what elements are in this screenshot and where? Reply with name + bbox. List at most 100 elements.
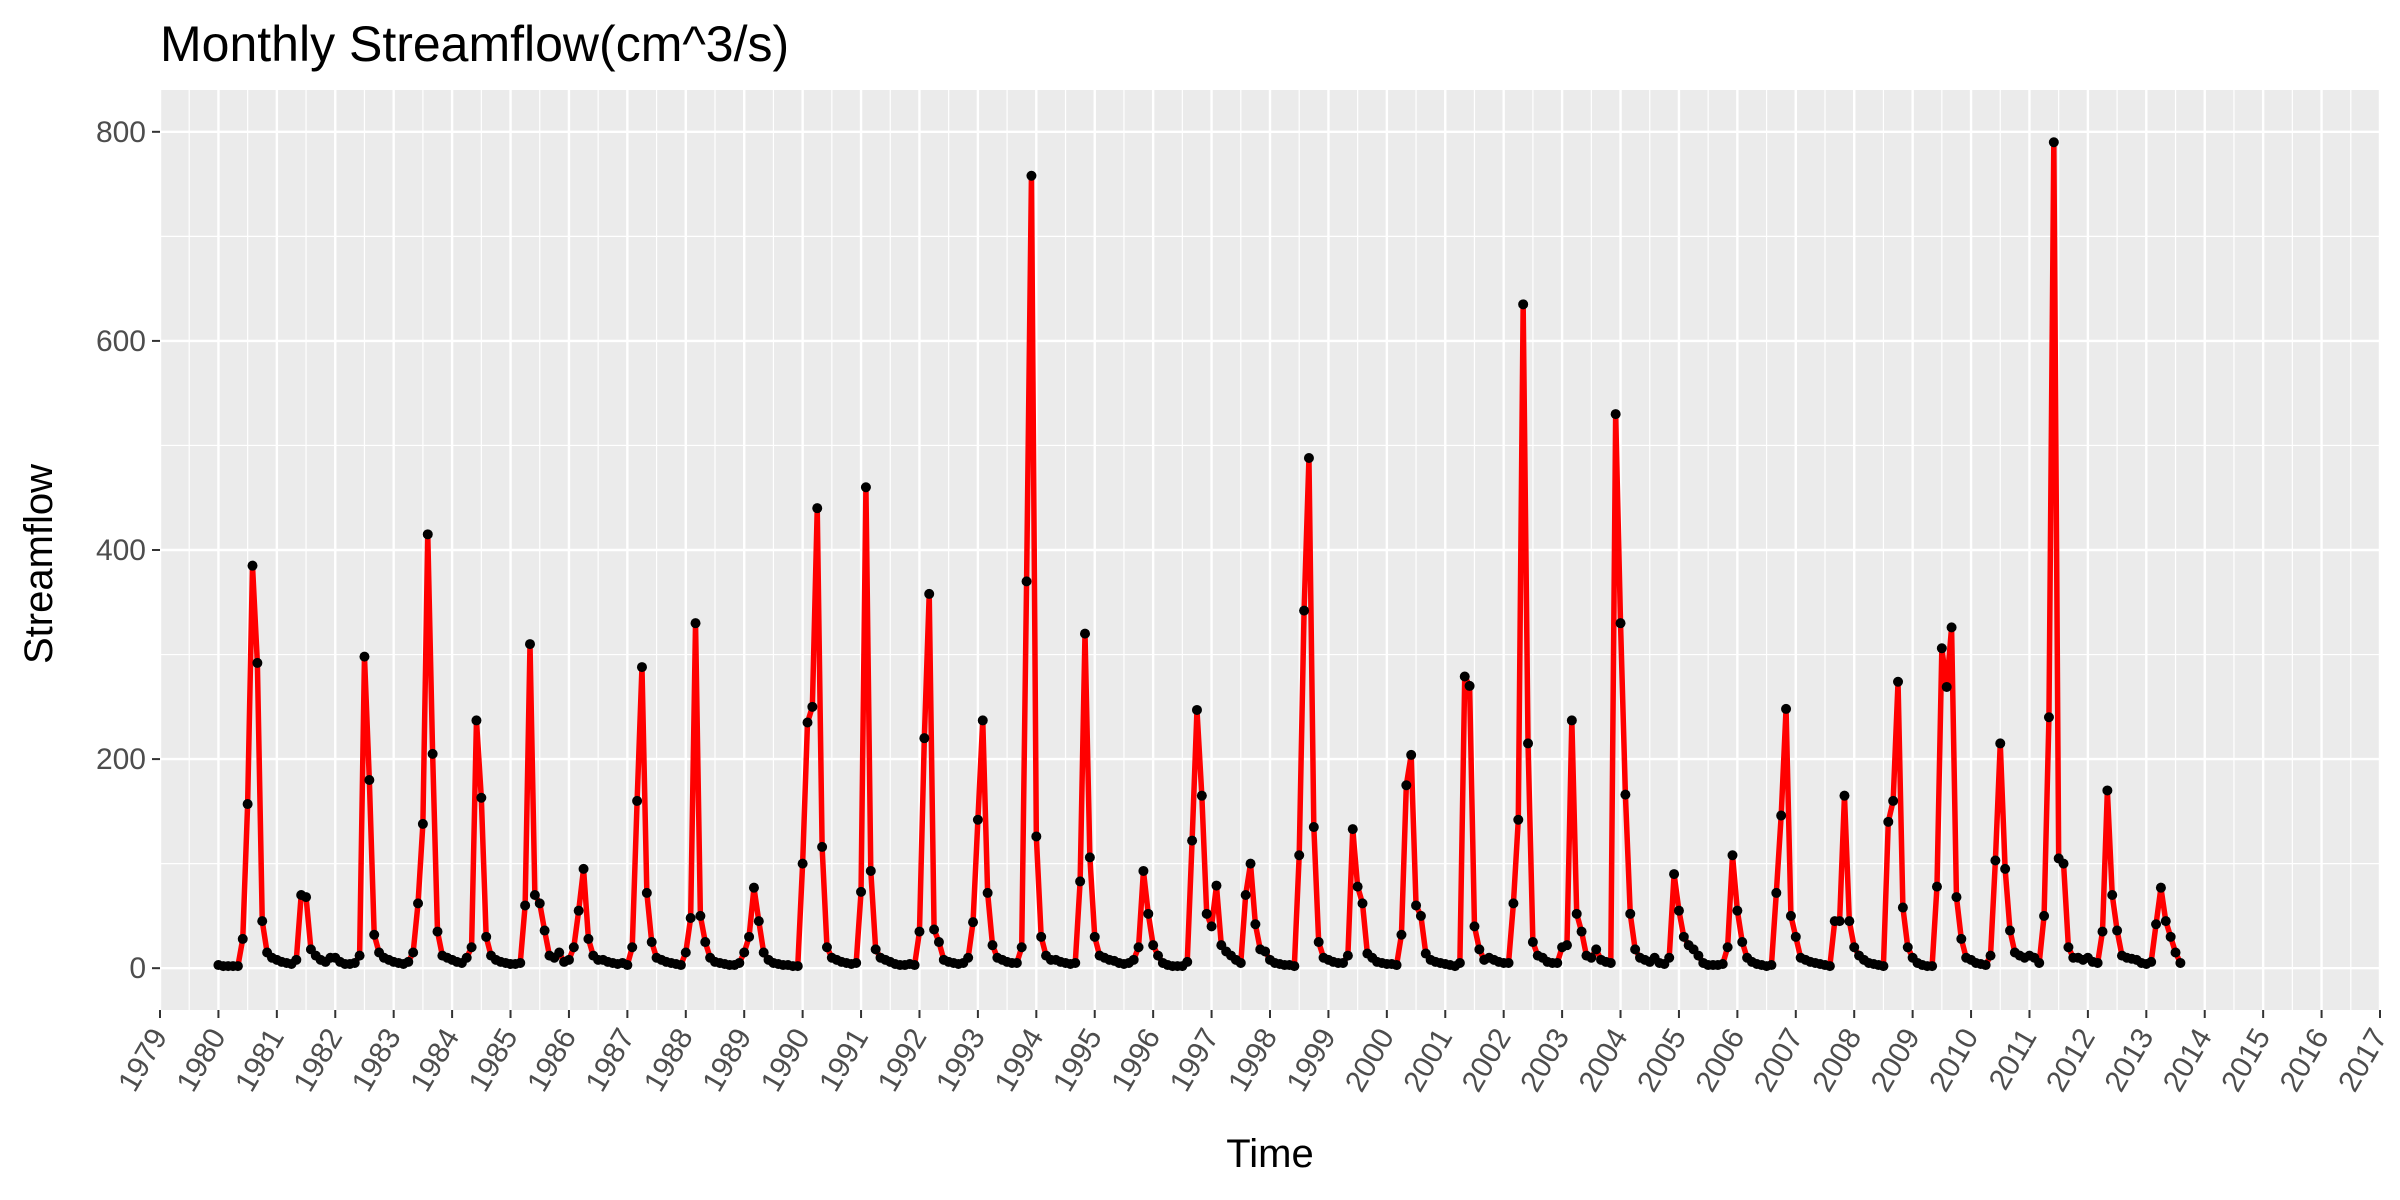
data-point bbox=[1727, 850, 1738, 861]
x-tick-label: 2011 bbox=[1983, 1023, 2044, 1095]
data-point bbox=[2170, 947, 2181, 958]
data-point bbox=[1576, 926, 1587, 937]
data-point bbox=[1678, 931, 1689, 942]
data-point bbox=[1834, 916, 1845, 927]
data-point bbox=[924, 588, 935, 599]
data-point bbox=[1080, 628, 1090, 639]
x-tick-label: 2000 bbox=[1339, 1023, 1401, 1097]
x-tick-label: 1980 bbox=[171, 1023, 233, 1097]
data-point bbox=[481, 931, 492, 942]
data-point bbox=[1785, 910, 1796, 921]
data-point bbox=[909, 960, 920, 971]
x-tick-label: 2007 bbox=[1748, 1023, 1810, 1097]
data-point bbox=[690, 618, 701, 629]
data-point bbox=[1089, 931, 1100, 942]
data-point bbox=[1196, 790, 1207, 801]
data-point bbox=[1235, 957, 1246, 968]
data-point bbox=[2151, 919, 2162, 930]
data-point bbox=[1338, 957, 1349, 968]
x-tick-label: 1997 bbox=[1164, 1023, 1226, 1097]
data-point bbox=[1464, 680, 1475, 691]
data-point bbox=[1893, 676, 1904, 687]
data-point bbox=[1031, 831, 1042, 842]
x-tick-label: 2014 bbox=[2157, 1023, 2219, 1097]
data-point bbox=[1313, 937, 1324, 948]
data-point bbox=[529, 890, 540, 900]
data-point bbox=[933, 937, 944, 948]
x-tick-label: 1991 bbox=[813, 1023, 875, 1097]
data-point bbox=[1985, 950, 1996, 961]
data-point bbox=[476, 792, 487, 803]
data-point bbox=[802, 717, 813, 728]
data-point bbox=[349, 957, 360, 968]
data-point bbox=[1669, 869, 1680, 880]
data-point bbox=[807, 701, 818, 712]
data-point bbox=[1849, 942, 1860, 953]
x-tick-label: 2012 bbox=[2040, 1023, 2102, 1097]
data-point bbox=[1737, 937, 1748, 948]
data-point bbox=[1610, 409, 1621, 420]
x-tick-label: 2016 bbox=[2274, 1023, 2336, 1097]
data-point bbox=[2097, 926, 2108, 937]
data-point bbox=[817, 841, 828, 852]
data-point bbox=[1824, 961, 1835, 972]
y-tick-label: 200 bbox=[96, 743, 146, 776]
data-point bbox=[2063, 942, 2074, 953]
data-point bbox=[1503, 957, 1514, 968]
data-point bbox=[744, 931, 755, 942]
data-point bbox=[1342, 950, 1353, 961]
x-tick-label: 1981 bbox=[229, 1023, 291, 1097]
x-tick-label: 1994 bbox=[988, 1023, 1050, 1097]
data-point bbox=[851, 957, 862, 968]
data-point bbox=[1459, 671, 1470, 682]
data-point bbox=[2092, 957, 2103, 968]
data-point bbox=[1591, 944, 1602, 955]
points-layer bbox=[213, 137, 2186, 972]
data-point bbox=[797, 858, 808, 869]
data-point bbox=[1415, 910, 1426, 921]
data-point bbox=[413, 898, 424, 909]
data-point bbox=[1615, 618, 1626, 629]
data-point bbox=[1995, 738, 2006, 749]
data-point bbox=[432, 926, 443, 937]
data-point bbox=[982, 887, 993, 898]
data-point bbox=[821, 942, 832, 953]
y-tick-label: 800 bbox=[96, 116, 146, 149]
data-point bbox=[1084, 852, 1095, 863]
chart-title: Monthly Streamflow(cm^3/s) bbox=[160, 16, 790, 72]
data-point bbox=[1888, 795, 1899, 806]
data-point bbox=[247, 560, 258, 571]
data-point bbox=[2043, 712, 2054, 723]
data-point bbox=[359, 651, 370, 662]
x-tick-label: 2009 bbox=[1865, 1023, 1927, 1097]
data-point bbox=[403, 956, 414, 967]
data-point bbox=[1956, 933, 1967, 944]
data-point bbox=[1693, 950, 1704, 961]
data-point bbox=[987, 940, 998, 951]
data-point bbox=[1902, 942, 1913, 953]
data-point bbox=[237, 933, 248, 944]
major-gridlines bbox=[158, 90, 2382, 1010]
data-point bbox=[1396, 929, 1407, 940]
x-tick-label: 2015 bbox=[2215, 1023, 2277, 1097]
data-point bbox=[578, 863, 589, 874]
data-point bbox=[232, 961, 243, 972]
data-point bbox=[1347, 824, 1358, 835]
data-point bbox=[1406, 749, 1417, 760]
data-point bbox=[2175, 957, 2186, 968]
data-point bbox=[520, 900, 531, 911]
data-point bbox=[2000, 863, 2011, 874]
data-point bbox=[1143, 908, 1154, 919]
data-point bbox=[1357, 898, 1368, 909]
data-point bbox=[1391, 960, 1402, 971]
data-point bbox=[700, 937, 711, 948]
data-point bbox=[1927, 961, 1938, 972]
data-point bbox=[636, 662, 647, 673]
x-tick-label: 1992 bbox=[872, 1023, 934, 1097]
data-point bbox=[1625, 908, 1636, 919]
data-point bbox=[646, 937, 657, 948]
data-point bbox=[1980, 960, 1991, 971]
data-point bbox=[1201, 908, 1212, 919]
data-point bbox=[1474, 944, 1485, 955]
data-point bbox=[573, 905, 584, 916]
